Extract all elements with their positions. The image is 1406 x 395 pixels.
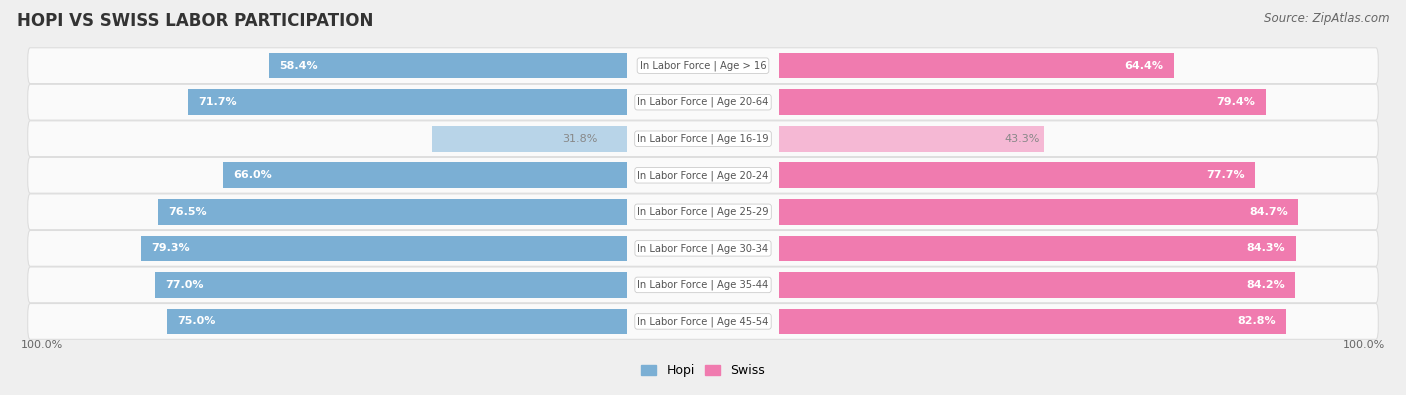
- Text: 66.0%: 66.0%: [233, 170, 271, 180]
- Bar: [779, 199, 1298, 225]
- Text: 79.3%: 79.3%: [152, 243, 190, 253]
- Text: 75.0%: 75.0%: [177, 316, 217, 326]
- Legend: Hopi, Swiss: Hopi, Swiss: [641, 364, 765, 377]
- Text: In Labor Force | Age 35-44: In Labor Force | Age 35-44: [637, 280, 769, 290]
- Text: 58.4%: 58.4%: [280, 61, 318, 71]
- Text: 82.8%: 82.8%: [1237, 316, 1277, 326]
- Text: 43.3%: 43.3%: [1004, 134, 1040, 144]
- Bar: [222, 162, 627, 188]
- Bar: [269, 53, 627, 79]
- FancyBboxPatch shape: [28, 267, 1378, 303]
- Text: Source: ZipAtlas.com: Source: ZipAtlas.com: [1264, 12, 1389, 25]
- Bar: [155, 272, 627, 298]
- Text: 77.0%: 77.0%: [166, 280, 204, 290]
- Bar: [779, 272, 1295, 298]
- Text: HOPI VS SWISS LABOR PARTICIPATION: HOPI VS SWISS LABOR PARTICIPATION: [17, 12, 373, 30]
- Text: 31.8%: 31.8%: [562, 134, 598, 144]
- Bar: [779, 89, 1265, 115]
- Text: In Labor Force | Age 25-29: In Labor Force | Age 25-29: [637, 207, 769, 217]
- Text: 100.0%: 100.0%: [21, 340, 63, 350]
- FancyBboxPatch shape: [28, 84, 1378, 120]
- FancyBboxPatch shape: [28, 157, 1378, 193]
- FancyBboxPatch shape: [28, 121, 1378, 157]
- FancyBboxPatch shape: [28, 48, 1378, 84]
- Text: 84.2%: 84.2%: [1246, 280, 1285, 290]
- Bar: [141, 235, 627, 261]
- Text: 79.4%: 79.4%: [1216, 97, 1256, 107]
- Text: In Labor Force | Age 20-24: In Labor Force | Age 20-24: [637, 170, 769, 181]
- Bar: [157, 199, 627, 225]
- Text: 100.0%: 100.0%: [1343, 340, 1385, 350]
- Text: In Labor Force | Age 16-19: In Labor Force | Age 16-19: [637, 134, 769, 144]
- Text: 84.3%: 84.3%: [1247, 243, 1285, 253]
- Text: In Labor Force | Age 45-54: In Labor Force | Age 45-54: [637, 316, 769, 327]
- Bar: [779, 308, 1286, 334]
- Text: 71.7%: 71.7%: [198, 97, 236, 107]
- Bar: [779, 126, 1045, 152]
- Bar: [187, 89, 627, 115]
- Bar: [779, 53, 1174, 79]
- Text: 64.4%: 64.4%: [1125, 61, 1163, 71]
- Text: 77.7%: 77.7%: [1206, 170, 1244, 180]
- Text: 76.5%: 76.5%: [169, 207, 207, 217]
- Bar: [432, 126, 627, 152]
- FancyBboxPatch shape: [28, 230, 1378, 266]
- Text: In Labor Force | Age > 16: In Labor Force | Age > 16: [640, 60, 766, 71]
- Text: In Labor Force | Age 30-34: In Labor Force | Age 30-34: [637, 243, 769, 254]
- Text: In Labor Force | Age 20-64: In Labor Force | Age 20-64: [637, 97, 769, 107]
- FancyBboxPatch shape: [28, 303, 1378, 339]
- Bar: [167, 308, 627, 334]
- Bar: [779, 162, 1256, 188]
- Bar: [779, 235, 1296, 261]
- FancyBboxPatch shape: [28, 194, 1378, 230]
- Text: 84.7%: 84.7%: [1249, 207, 1288, 217]
